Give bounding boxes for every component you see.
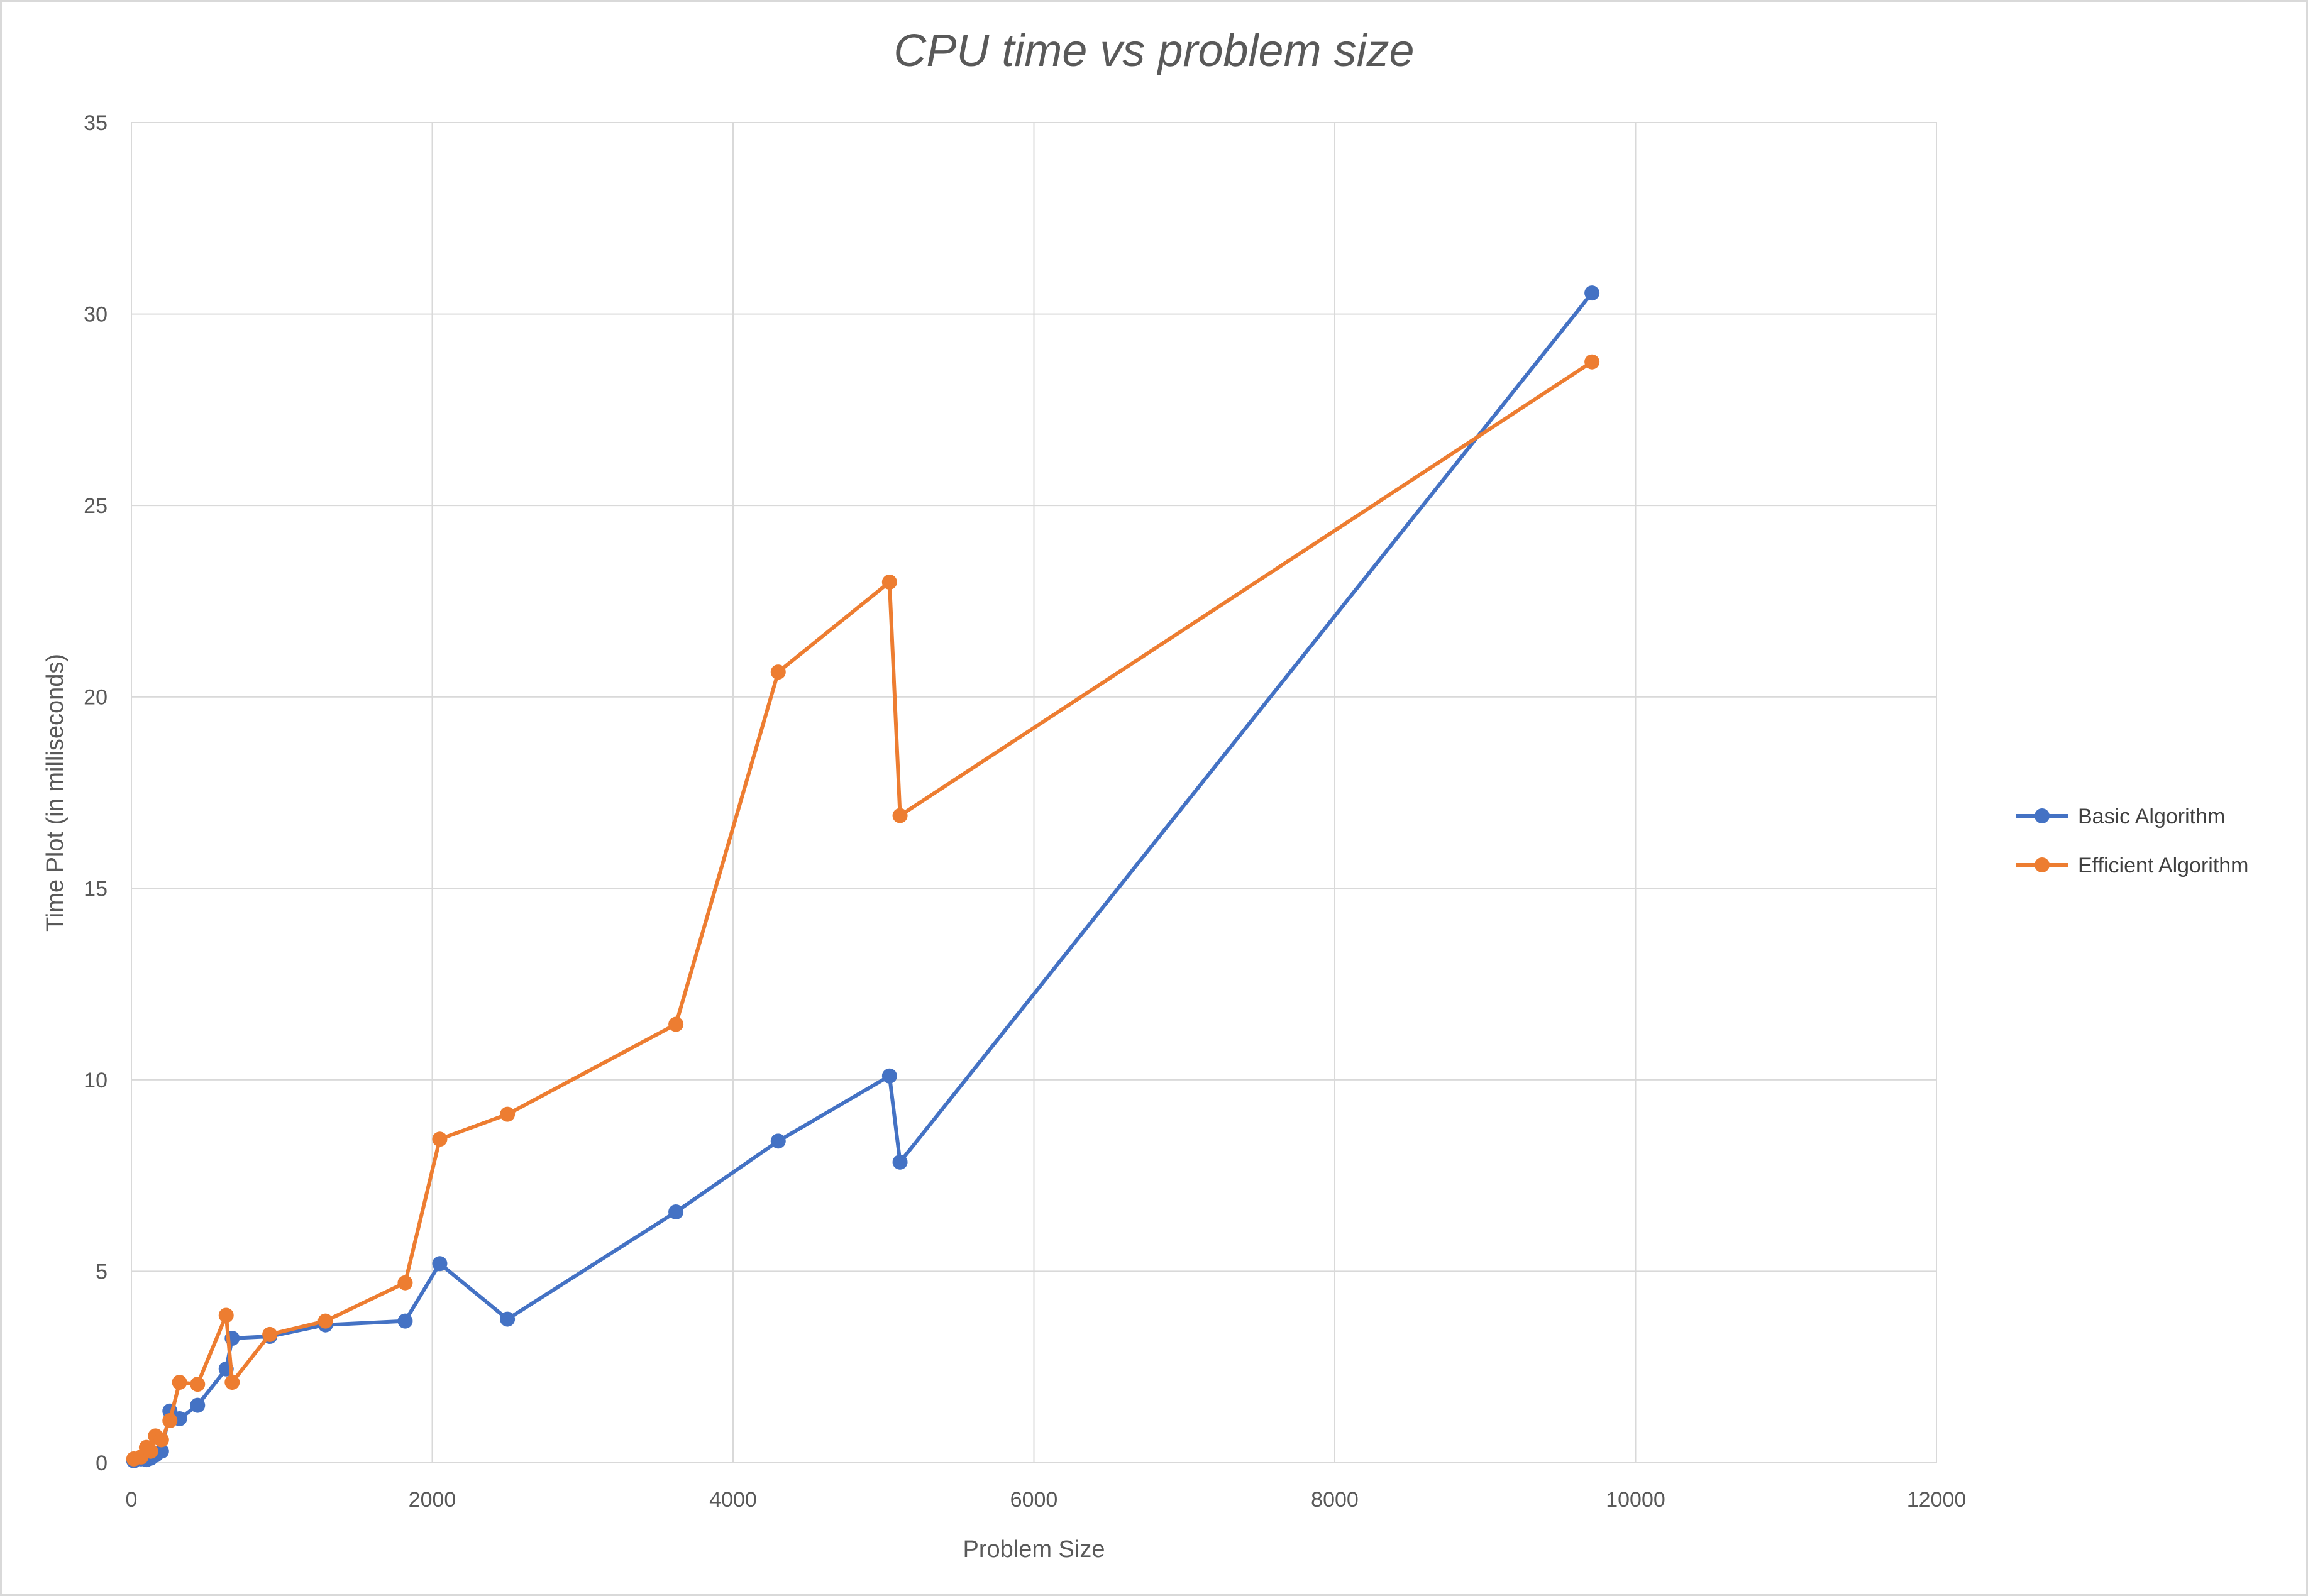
chart-title: CPU time vs problem size	[893, 26, 1415, 76]
y-tick-label: 25	[84, 494, 108, 518]
x-tick-label: 4000	[709, 1488, 757, 1512]
data-point-basic-algorithm	[892, 1154, 908, 1170]
data-point-efficient-algorithm	[1584, 354, 1600, 370]
data-point-basic-algorithm	[1584, 285, 1600, 301]
x-tick-label: 10000	[1606, 1488, 1665, 1512]
y-tick-label: 10	[84, 1069, 108, 1092]
data-point-efficient-algorithm	[218, 1307, 234, 1323]
x-axis-label: Problem Size	[963, 1536, 1105, 1563]
data-point-efficient-algorithm	[892, 808, 908, 823]
legend-swatch-marker	[2035, 808, 2050, 823]
data-point-efficient-algorithm	[143, 1443, 158, 1459]
data-point-efficient-algorithm	[172, 1375, 187, 1390]
data-point-basic-algorithm	[190, 1397, 206, 1413]
axes: 0 2000 4000 6000 8000 10000 12000 0 5 10 15 20 25 30 3…	[84, 111, 1966, 1512]
data-point-efficient-algorithm	[190, 1377, 206, 1392]
y-tick-label: 30	[84, 303, 108, 327]
data-point-efficient-algorithm	[224, 1375, 240, 1390]
y-tick-label: 5	[96, 1260, 108, 1284]
series-layer	[126, 285, 1600, 1468]
series-line-basic-algorithm	[131, 291, 1594, 1463]
data-point-efficient-algorithm	[397, 1275, 413, 1291]
gridlines	[131, 122, 1937, 1463]
data-point-basic-algorithm	[668, 1204, 684, 1220]
legend: Basic Algorithm Efficient Algorithm	[2016, 805, 2249, 878]
data-point-efficient-algorithm	[153, 1432, 169, 1448]
data-point-efficient-algorithm	[770, 664, 786, 680]
legend-swatch-marker	[2035, 857, 2050, 872]
y-tick-label: 20	[84, 686, 108, 710]
y-tick-label: 35	[84, 111, 108, 135]
series-efficient-algorithm	[126, 354, 1600, 1467]
data-point-efficient-algorithm	[500, 1106, 516, 1122]
data-point-basic-algorithm	[770, 1133, 786, 1149]
data-point-efficient-algorithm	[881, 574, 897, 590]
data-point-basic-algorithm	[881, 1068, 897, 1084]
y-tick-label: 0	[96, 1451, 108, 1475]
y-tick-label: 15	[84, 877, 108, 901]
series-basic-algorithm	[126, 285, 1600, 1468]
y-axis-label: Time Plot (in milliseconds)	[42, 654, 69, 932]
data-point-efficient-algorithm	[162, 1412, 178, 1428]
plot-area	[131, 122, 1937, 1463]
data-point-efficient-algorithm	[317, 1313, 333, 1329]
x-tick-label: 12000	[1907, 1488, 1967, 1512]
x-tick-label: 0	[126, 1488, 138, 1512]
data-point-efficient-algorithm	[432, 1131, 448, 1147]
legend-item-efficient-algorithm: Efficient Algorithm	[2016, 854, 2249, 878]
legend-item-basic-algorithm: Basic Algorithm	[2016, 805, 2225, 828]
data-point-efficient-algorithm	[262, 1326, 278, 1342]
data-point-basic-algorithm	[397, 1313, 413, 1329]
data-point-efficient-algorithm	[668, 1016, 684, 1032]
legend-label: Basic Algorithm	[2078, 805, 2225, 828]
data-point-basic-algorithm	[432, 1256, 448, 1272]
data-point-basic-algorithm	[153, 1443, 169, 1459]
data-point-basic-algorithm	[500, 1311, 516, 1327]
x-tick-label: 2000	[409, 1488, 456, 1512]
series-line-efficient-algorithm	[131, 360, 1594, 1461]
x-tick-label: 8000	[1311, 1488, 1359, 1512]
legend-label: Efficient Algorithm	[2078, 854, 2249, 878]
x-tick-label: 6000	[1010, 1488, 1058, 1512]
